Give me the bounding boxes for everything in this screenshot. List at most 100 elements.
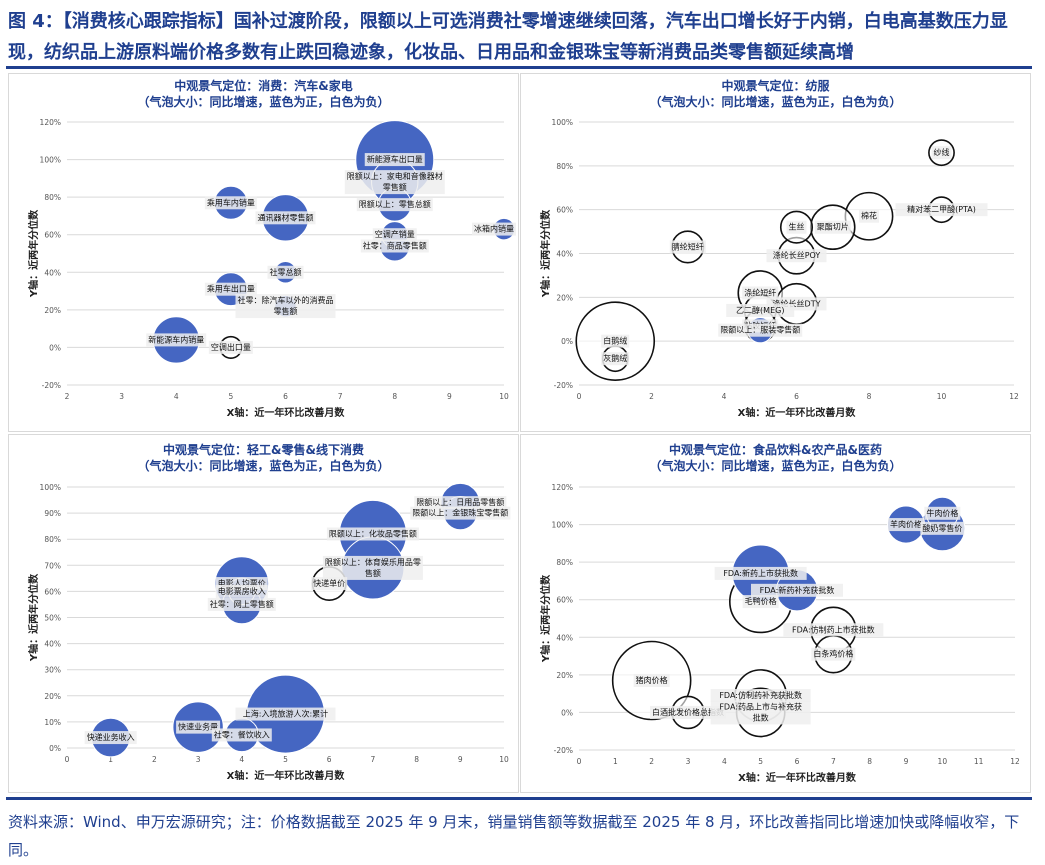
x-tick-label: 7 [371, 755, 376, 764]
x-tick-label: 5 [758, 757, 763, 766]
point-label: 牛肉价格 [926, 508, 958, 518]
x-tick-label: 0 [577, 392, 582, 401]
y-tick-label: 80% [44, 193, 61, 202]
point-label-bg [267, 265, 304, 279]
y-axis-title: Y轴：近两年分位数 [539, 209, 552, 298]
point-label: 空调出口量 [211, 342, 251, 352]
point-label: 社零总额 [270, 267, 302, 277]
point-label: 社零：商品零售额 [363, 240, 427, 250]
y-tick-label: 20% [44, 692, 61, 701]
chart-panel-auto-appliance: 中观景气定位：消费：汽车&家电 （气泡大小：同比增速，蓝色为正，白色为负） -2… [8, 73, 519, 432]
point-label-bg [472, 222, 516, 236]
x-axis-title: X轴：近一年环比改善月数 [227, 406, 346, 419]
x-tick-label: 0 [577, 757, 582, 766]
point-label-bg [742, 286, 779, 300]
y-axis-title: Y轴：近两年分位数 [27, 573, 40, 662]
y-tick-label: -20% [42, 381, 61, 390]
y-tick-label: 100% [40, 156, 61, 165]
y-tick-label: -20% [554, 381, 573, 390]
point-label-bg [714, 566, 807, 580]
figure-title: 图 4：【消费核心跟踪指标】国补过渡阶段，限额以上可选消费社零增速继续回落，汽车… [8, 11, 1008, 63]
point-label: 涤纶短纤 [744, 287, 776, 297]
point-label-bg [920, 521, 965, 535]
y-tick-label: 30% [44, 666, 61, 675]
x-tick-label: 6 [327, 755, 332, 764]
point-label: 电影票房收入 [218, 586, 266, 596]
point-label-bg [924, 506, 961, 520]
point-label: 乙二醇(MEG) [736, 305, 784, 315]
point-label: 限额以上：家电和音像器材零售额 [347, 171, 443, 192]
x-tick-label: 8 [392, 392, 397, 401]
point-label: 限额以上：金银珠宝零售额 [412, 508, 508, 518]
point-label-bg [601, 334, 630, 348]
point-label-bg [208, 340, 253, 354]
x-tick-label: 2 [649, 392, 654, 401]
x-tick-label: 9 [904, 757, 909, 766]
point-label: 白酒批发价格总指数 [652, 707, 724, 717]
point-label-bg [360, 239, 429, 253]
point-label: 乘用车内销量 [207, 197, 255, 207]
y-tick-label: 0% [49, 343, 61, 352]
point-label: 空调产销量 [375, 229, 415, 239]
x-tick-label: 6 [795, 757, 800, 766]
chart-subtitle: （气泡大小：同比增速，蓝色为正，白色为负） [649, 459, 902, 473]
x-tick-label: 1 [613, 757, 618, 766]
x-tick-label: 4 [239, 755, 244, 764]
point-label-bg [783, 623, 884, 637]
x-tick-label: 11 [974, 757, 984, 766]
x-tick-label: 12 [1010, 757, 1020, 766]
point-label-bg [176, 720, 221, 734]
y-axis-title: Y轴：近两年分位数 [27, 209, 40, 298]
y-tick-label: 40% [556, 250, 573, 259]
point-label-bg [235, 707, 336, 721]
y-tick-label: 20% [556, 671, 573, 680]
chart-panel-food-pharma: 中观景气定位：食品饮料&农产品&医药 （气泡大小：同比增速，蓝色为正，白色为负）… [520, 434, 1031, 793]
y-tick-label: 50% [44, 614, 61, 623]
point-label-bg [215, 584, 268, 598]
x-tick-label: 10 [937, 392, 947, 401]
point-label: 聚酯切片 [817, 222, 849, 232]
x-axis-title: X轴：近一年环比改善月数 [738, 406, 857, 419]
y-tick-label: 90% [44, 509, 61, 518]
y-tick-label: 70% [44, 561, 61, 570]
point-label: 社零：除汽车以外的消费品零售额 [238, 295, 334, 316]
y-tick-label: 10% [44, 718, 61, 727]
chart-subtitle: （气泡大小：同比增速，蓝色为正，白色为负） [649, 95, 902, 109]
x-tick-label: 3 [196, 755, 201, 764]
x-tick-label: 2 [65, 392, 70, 401]
point-label: 快递业务收入 [87, 732, 135, 742]
point-label-bg [322, 555, 423, 580]
y-axis-title: Y轴：近两年分位数 [539, 574, 552, 663]
x-axis-title: X轴：近一年环比改善月数 [227, 769, 346, 782]
point-label: 限额以上：化妆品零售额 [329, 528, 417, 538]
point-label: 新能源车内销量 [148, 334, 204, 344]
y-tick-label: 40% [556, 633, 573, 642]
x-tick-label: 7 [831, 757, 836, 766]
source-note: 资料来源：Wind、申万宏源研究；注：价格数据截至 2025 年 9 月末，销量… [8, 813, 1020, 859]
point-label-bg [207, 597, 276, 611]
chart-title: 中观景气定位：纺服 [721, 79, 830, 93]
point-label: 腈纶短纤 [672, 241, 704, 251]
y-tick-label: 60% [556, 596, 573, 605]
y-tick-label: 80% [556, 162, 573, 171]
point-label: 生丝 [789, 222, 805, 232]
point-label-bg [356, 198, 433, 212]
point-label-bg [633, 673, 670, 687]
x-tick-label: 8 [867, 392, 872, 401]
y-tick-label: 60% [44, 231, 61, 240]
point-label: 限额以上：服装零售额 [720, 325, 800, 335]
point-label: FDA:仿制药补充获批数 [719, 690, 802, 700]
point-label: 限额以上：零售总额 [359, 199, 431, 209]
point-label-bg [84, 731, 137, 745]
chart-panel-lightind-retail: 中观景气定位：轻工&零售&线下消费 （气泡大小：同比增速，蓝色为正，白色为负） … [8, 434, 519, 793]
point-label: FDA:仿制药上市获批数 [792, 624, 875, 634]
point-label: FDA:新药上市获批数 [723, 568, 798, 578]
chart-subtitle: （气泡大小：同比增速，蓝色为正，白色为负） [137, 95, 390, 109]
point-label-bg [235, 294, 336, 319]
x-tick-label: 4 [722, 392, 727, 401]
point-label: 社零：餐饮收入 [214, 729, 270, 739]
point-label: 上海:入境旅游人次:累计 [243, 709, 328, 719]
point-label: 白鹅绒 [603, 336, 627, 346]
header-divider [6, 66, 1032, 69]
point-label-bg [766, 249, 827, 263]
